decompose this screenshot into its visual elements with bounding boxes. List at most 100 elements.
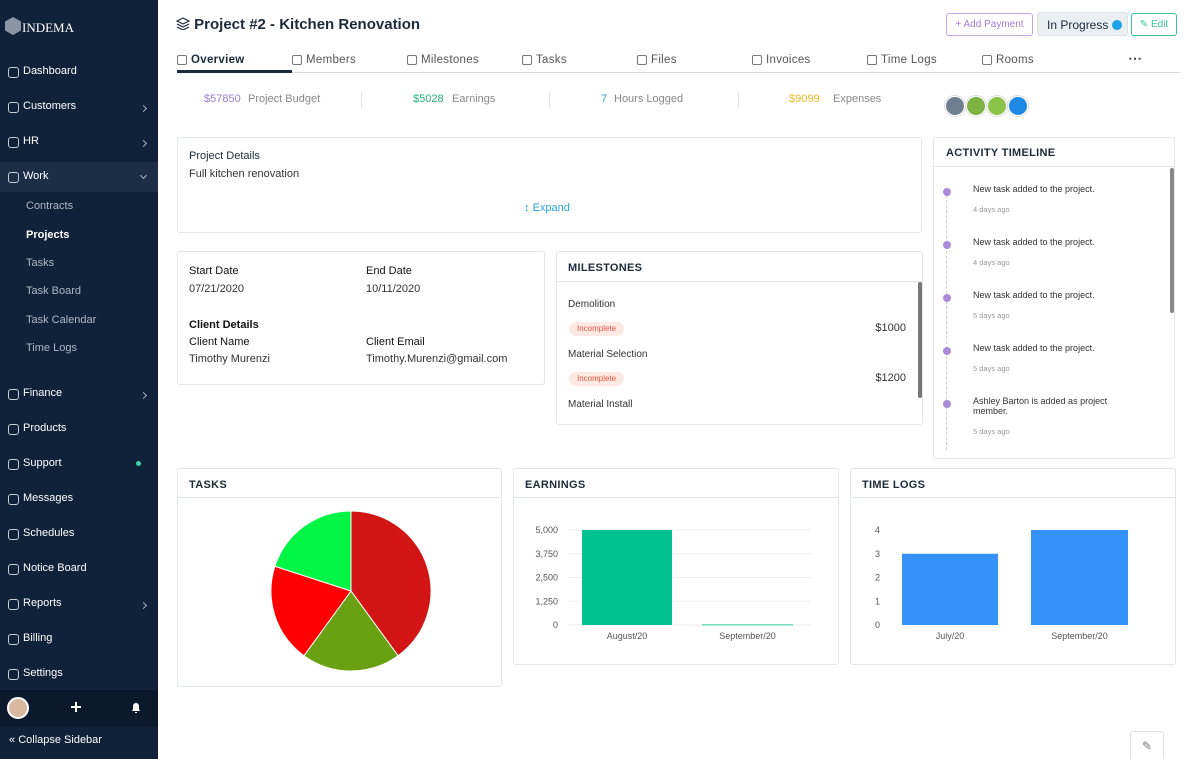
- card-header-rule: [934, 166, 1174, 167]
- card-header-rule: [178, 497, 501, 498]
- chart-title: TIME LOGS: [862, 479, 926, 491]
- tab-icon: [407, 55, 417, 65]
- scrollbar: [918, 282, 922, 398]
- stat-value: $9099: [789, 93, 820, 105]
- notification-button[interactable]: [130, 702, 142, 714]
- y-tick-label: 1: [875, 596, 880, 606]
- page-title: Project #2 - Kitchen Renovation: [175, 16, 420, 33]
- tab-icon: [982, 55, 992, 65]
- stat-label: Earnings: [452, 93, 496, 105]
- info-end: 10/11/2020: [366, 283, 421, 295]
- chart-card: TASKS: [177, 468, 502, 687]
- stat-value: 7: [601, 93, 608, 105]
- nav-item[interactable]: Billing: [23, 632, 53, 644]
- card-header-rule: [851, 497, 1175, 498]
- stat-value: $57850: [204, 93, 241, 105]
- milestone-amount: $1200: [875, 372, 906, 384]
- info-email: Timothy.Murenzi@gmail.com: [366, 353, 508, 365]
- nav-item[interactable]: Finance: [23, 387, 63, 399]
- status-dot: [1111, 20, 1122, 30]
- y-tick-label: 0: [553, 620, 558, 630]
- submenu-item[interactable]: Projects: [26, 229, 70, 241]
- member-avatar[interactable]: [966, 96, 986, 116]
- chevron: [139, 391, 148, 400]
- brand-logo: [5, 17, 21, 35]
- chart-title: EARNINGS: [525, 479, 586, 491]
- nav-item[interactable]: Notice Board: [23, 562, 87, 574]
- chart-card: EARNINGS 0 1,250 2,500 3,750 5,000 August/20 Se…: [513, 468, 839, 665]
- activity-text: New task added to the project.: [973, 343, 1095, 353]
- nav-item[interactable]: Support: [23, 457, 62, 469]
- tab[interactable]: Invoices: [766, 54, 811, 66]
- pie-slice: [274, 510, 352, 592]
- submenu-item[interactable]: Task Board: [26, 285, 82, 297]
- chart-title: TASKS: [189, 479, 227, 491]
- pie-slice: [270, 565, 352, 657]
- nav-item[interactable]: HR: [23, 135, 39, 147]
- member-avatar[interactable]: [1008, 96, 1028, 116]
- nav-item[interactable]: Customers: [23, 100, 77, 112]
- timeline-dot: [943, 188, 951, 196]
- status-button[interactable]: In Progress: [1037, 12, 1128, 36]
- user-avatar[interactable]: [7, 697, 29, 719]
- sidebar: INDEMA Dashboard Customers HR Work Contracts…: [0, 0, 158, 759]
- nav-icon: [8, 599, 19, 610]
- nav-item[interactable]: Products: [23, 422, 67, 434]
- info-email-label: Client Email: [366, 336, 425, 348]
- activity-card: ACTIVITY TIMELINE New task added to the p…: [933, 137, 1175, 459]
- chart: 0 1,250 2,500 3,750 5,000 August/20 September/…: [535, 525, 811, 641]
- add-button[interactable]: [70, 701, 82, 713]
- tab[interactable]: Members: [306, 54, 357, 66]
- tab[interactable]: Overview: [191, 54, 245, 66]
- y-tick-label: 3,750: [535, 549, 558, 559]
- float-edit-button[interactable]: ✎: [1130, 731, 1164, 759]
- tab-icon: [752, 55, 762, 65]
- chevron: [139, 104, 148, 113]
- bar: [902, 553, 998, 625]
- tab[interactable]: Milestones: [421, 54, 479, 66]
- milestone-name: Material Selection: [568, 349, 648, 360]
- card-title: Project Details: [189, 150, 260, 162]
- button-label: Edit: [1150, 19, 1169, 30]
- chart: [270, 510, 432, 672]
- nav-item[interactable]: Settings: [23, 667, 63, 679]
- expand-link[interactable]: ↕ Expand: [524, 202, 570, 214]
- activity-text: Ashley Barton is added as project member…: [973, 396, 1108, 416]
- collapse-button[interactable]: « Collapse Sidebar: [9, 734, 102, 746]
- submenu-item[interactable]: Contracts: [26, 200, 74, 212]
- nav-item[interactable]: Schedules: [23, 527, 75, 539]
- tab-icon: [292, 55, 302, 65]
- more-tabs[interactable]: ⋯: [1128, 50, 1142, 66]
- chart-card: TIME LOGS 0 1 2 3 4 July/20 September/20: [850, 468, 1176, 665]
- submenu-item[interactable]: Time Logs: [26, 342, 77, 354]
- tab[interactable]: Files: [651, 54, 677, 66]
- tab[interactable]: Rooms: [996, 54, 1034, 66]
- member-avatar[interactable]: [945, 96, 965, 116]
- bar: [582, 530, 672, 625]
- submenu-item[interactable]: Tasks: [26, 257, 55, 269]
- edit-button[interactable]: ✎ Edit: [1131, 13, 1177, 36]
- nav-icon: [8, 634, 19, 645]
- info-start-label: Start Date: [189, 265, 239, 277]
- nav-icon: [8, 67, 19, 78]
- tab[interactable]: Time Logs: [881, 54, 937, 66]
- tab[interactable]: Tasks: [536, 54, 567, 66]
- chart: 0 1 2 3 4 July/20 September/20: [875, 525, 1128, 641]
- status-badge: Incomplete: [569, 372, 625, 386]
- pie-slice: [303, 590, 399, 672]
- add-payment-button[interactable]: + Add Payment: [946, 13, 1033, 36]
- y-tick-label: 2: [875, 573, 880, 583]
- nav-item[interactable]: Work: [23, 170, 49, 182]
- card-title: ACTIVITY TIMELINE: [946, 147, 1056, 159]
- submenu-item[interactable]: Task Calendar: [26, 314, 97, 326]
- stat-value: $5028: [413, 93, 444, 105]
- nav-item[interactable]: Messages: [23, 492, 74, 504]
- timeline-dot: [943, 241, 951, 249]
- layers-icon: [175, 17, 191, 31]
- nav-item[interactable]: Dashboard: [23, 65, 77, 77]
- info-name: Timothy Murenzi: [189, 353, 270, 365]
- stat-label: Project Budget: [248, 93, 321, 105]
- member-avatar[interactable]: [987, 96, 1007, 116]
- nav-item[interactable]: Reports: [23, 597, 62, 609]
- nav-icon: [8, 459, 19, 470]
